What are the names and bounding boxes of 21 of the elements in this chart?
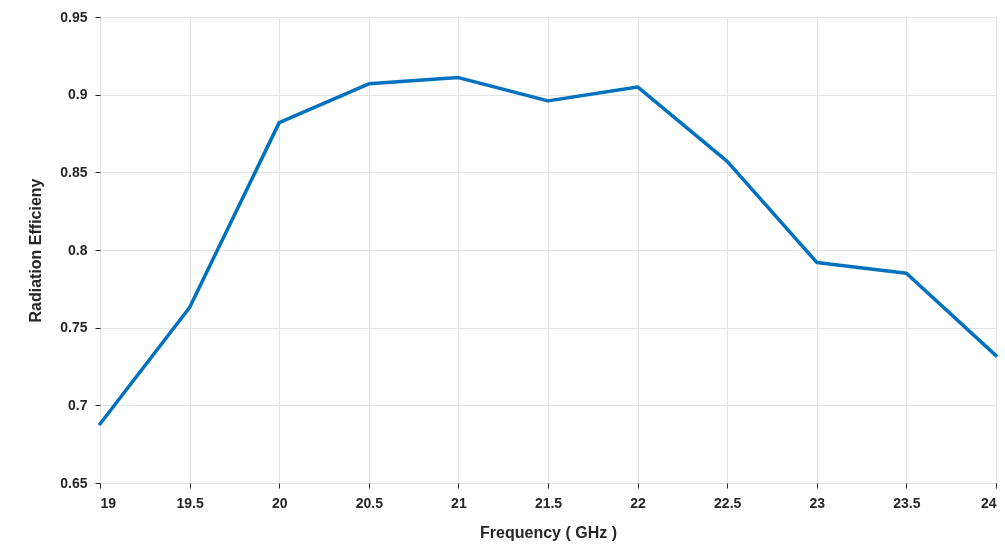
y-tick-label: 0.9	[68, 86, 88, 103]
x-tick-label: 20.5	[355, 494, 384, 511]
y-axis-title: Radiation Efficieny	[27, 178, 45, 323]
line-series	[98, 75, 998, 426]
x-tick-label: 23.5	[893, 494, 921, 511]
x-axis-title: Frequency ( GHz )	[480, 523, 617, 541]
x-tick-label: 20	[271, 494, 288, 511]
y-tick-label: 0.65	[60, 474, 88, 491]
x-tick-label: 23	[809, 494, 826, 511]
y-tick-label: 0.7	[68, 396, 88, 413]
x-tick-label: 22	[630, 494, 647, 511]
y-tick-label: 0.85	[60, 163, 88, 180]
x-tick-label: 21	[451, 494, 467, 511]
x-tick-label: 19	[100, 494, 117, 511]
y-tick-label: 0.75	[60, 319, 88, 336]
x-tick-label: 21.5	[534, 494, 563, 511]
x-tick-label: 19.5	[176, 494, 204, 511]
y-tick-label: 0.95	[60, 8, 88, 25]
y-tick-label: 0.8	[68, 241, 88, 258]
x-tick-label: 22.5	[714, 494, 742, 511]
x-tick-label: 24	[980, 494, 997, 511]
